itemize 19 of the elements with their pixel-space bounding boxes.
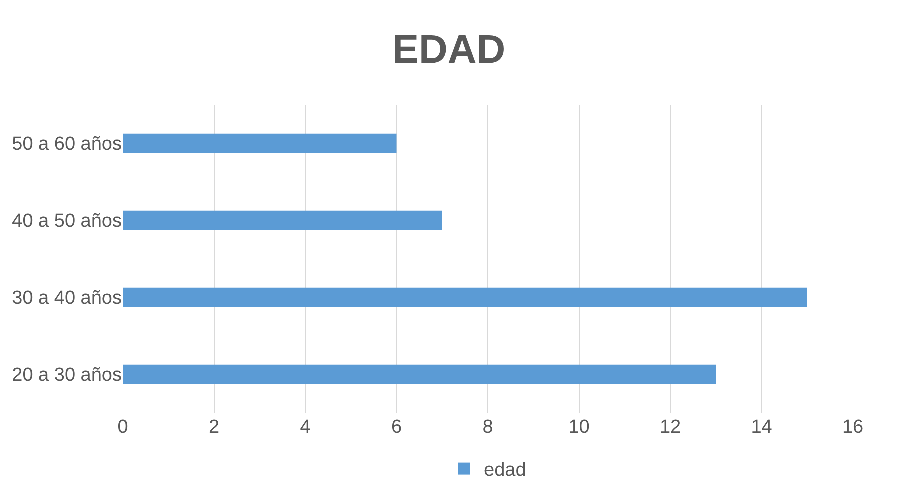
y-tick-label: 50 a 60 años — [12, 134, 122, 156]
x-tick-label: 4 — [300, 417, 312, 438]
x-tick-label: 0 — [118, 417, 128, 438]
x-tick-label: 8 — [482, 417, 494, 438]
y-tick-label: 30 a 40 años — [12, 288, 122, 310]
bar — [123, 364, 716, 384]
chart-title: EDAD — [392, 28, 506, 72]
x-tick-label: 12 — [660, 417, 682, 438]
y-tick-label: 40 a 50 años — [12, 211, 122, 232]
bar — [123, 134, 397, 154]
x-tick-label: 10 — [568, 417, 590, 438]
legend-label: edad — [484, 460, 526, 482]
x-tick-label: 2 — [208, 417, 220, 438]
bar — [123, 288, 808, 308]
x-tick-label: 16 — [842, 417, 864, 438]
x-tick-label: 14 — [751, 417, 773, 438]
x-tick-label: 6 — [391, 417, 402, 438]
bar — [123, 210, 442, 230]
y-tick-label: 20 a 30 años — [12, 365, 122, 386]
